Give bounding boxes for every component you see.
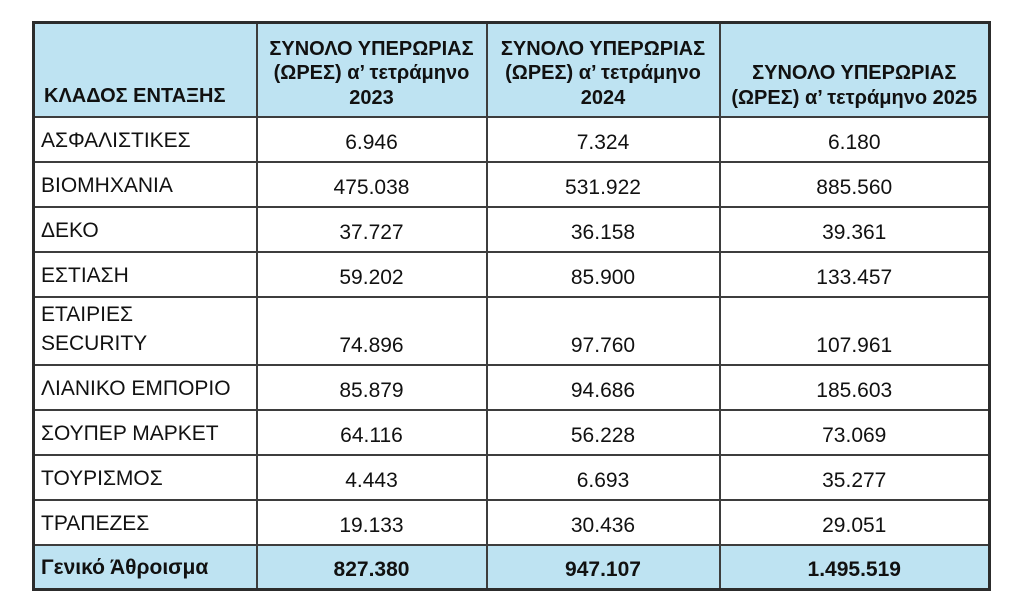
cell-value: 85.879 [255, 364, 488, 411]
cell-value: 6.180 [718, 116, 991, 163]
overtime-by-sector-table: ΚΛΑΔΟΣ ΕΝΤΑΞΗΣ ΣΥΝΟΛΟ ΥΠΕΡΩΡΙΑΣ (ΩΡΕΣ) α… [32, 21, 991, 591]
row-label: ΣΟΥΠΕΡ ΜΑΡΚΕΤ [32, 409, 258, 456]
row-label: ΒΙΟΜΗΧΑΝΙΑ [32, 161, 258, 208]
overtime-table-container: ΚΛΑΔΟΣ ΕΝΤΑΞΗΣ ΣΥΝΟΛΟ ΥΠΕΡΩΡΙΑΣ (ΩΡΕΣ) α… [32, 21, 991, 591]
cell-value: 97.760 [485, 296, 721, 366]
column-header-sector: ΚΛΑΔΟΣ ΕΝΤΑΞΗΣ [32, 21, 258, 118]
cell-value: 885.560 [718, 161, 991, 208]
total-value-2024: 947.107 [485, 544, 721, 591]
table-row: ΣΟΥΠΕΡ ΜΑΡΚΕΤ 64.116 56.228 73.069 [32, 409, 991, 456]
row-label: ΕΤΑΙΡΙΕΣ SECURITY [32, 296, 258, 366]
total-row-label: Γενικό Άθροισμα [32, 544, 258, 591]
total-value-2025: 1.495.519 [718, 544, 991, 591]
cell-value: 74.896 [255, 296, 488, 366]
table-row: ΕΣΤΙΑΣΗ 59.202 85.900 133.457 [32, 251, 991, 298]
cell-value: 6.693 [485, 454, 721, 501]
cell-value: 107.961 [718, 296, 991, 366]
cell-value: 73.069 [718, 409, 991, 456]
table-row: ΒΙΟΜΗΧΑΝΙΑ 475.038 531.922 885.560 [32, 161, 991, 208]
cell-value: 4.443 [255, 454, 488, 501]
row-label: ΛΙΑΝΙΚΟ ΕΜΠΟΡΙΟ [32, 364, 258, 411]
column-header-2023: ΣΥΝΟΛΟ ΥΠΕΡΩΡΙΑΣ (ΩΡΕΣ) α’ τετράμηνο 202… [255, 21, 488, 118]
cell-value: 35.277 [718, 454, 991, 501]
table-row: ΛΙΑΝΙΚΟ ΕΜΠΟΡΙΟ 85.879 94.686 185.603 [32, 364, 991, 411]
table-row: ΤΡΑΠΕΖΕΣ 19.133 30.436 29.051 [32, 499, 991, 546]
column-header-2025: ΣΥΝΟΛΟ ΥΠΕΡΩΡΙΑΣ (ΩΡΕΣ) α’ τετράμηνο 202… [718, 21, 991, 118]
column-header-2024: ΣΥΝΟΛΟ ΥΠΕΡΩΡΙΑΣ (ΩΡΕΣ) α’ τετράμηνο 202… [485, 21, 721, 118]
total-value-2023: 827.380 [255, 544, 488, 591]
cell-value: 85.900 [485, 251, 721, 298]
cell-value: 56.228 [485, 409, 721, 456]
table-row: ΑΣΦΑΛΙΣΤΙΚΕΣ 6.946 7.324 6.180 [32, 116, 991, 163]
table-row: ΕΤΑΙΡΙΕΣ SECURITY 74.896 97.760 107.961 [32, 296, 991, 366]
row-label: ΕΣΤΙΑΣΗ [32, 251, 258, 298]
row-label: ΑΣΦΑΛΙΣΤΙΚΕΣ [32, 116, 258, 163]
cell-value: 7.324 [485, 116, 721, 163]
cell-value: 185.603 [718, 364, 991, 411]
cell-value: 6.946 [255, 116, 488, 163]
row-label: ΔΕΚΟ [32, 206, 258, 253]
total-row: Γενικό Άθροισμα 827.380 947.107 1.495.51… [32, 544, 991, 591]
cell-value: 94.686 [485, 364, 721, 411]
cell-value: 475.038 [255, 161, 488, 208]
header-row: ΚΛΑΔΟΣ ΕΝΤΑΞΗΣ ΣΥΝΟΛΟ ΥΠΕΡΩΡΙΑΣ (ΩΡΕΣ) α… [32, 21, 991, 118]
cell-value: 64.116 [255, 409, 488, 456]
cell-value: 37.727 [255, 206, 488, 253]
cell-value: 39.361 [718, 206, 991, 253]
row-label: ΤΡΑΠΕΖΕΣ [32, 499, 258, 546]
cell-value: 30.436 [485, 499, 721, 546]
cell-value: 29.051 [718, 499, 991, 546]
cell-value: 59.202 [255, 251, 488, 298]
row-label: ΤΟΥΡΙΣΜΟΣ [32, 454, 258, 501]
table-row: ΤΟΥΡΙΣΜΟΣ 4.443 6.693 35.277 [32, 454, 991, 501]
cell-value: 36.158 [485, 206, 721, 253]
cell-value: 19.133 [255, 499, 488, 546]
cell-value: 531.922 [485, 161, 721, 208]
table-row: ΔΕΚΟ 37.727 36.158 39.361 [32, 206, 991, 253]
cell-value: 133.457 [718, 251, 991, 298]
